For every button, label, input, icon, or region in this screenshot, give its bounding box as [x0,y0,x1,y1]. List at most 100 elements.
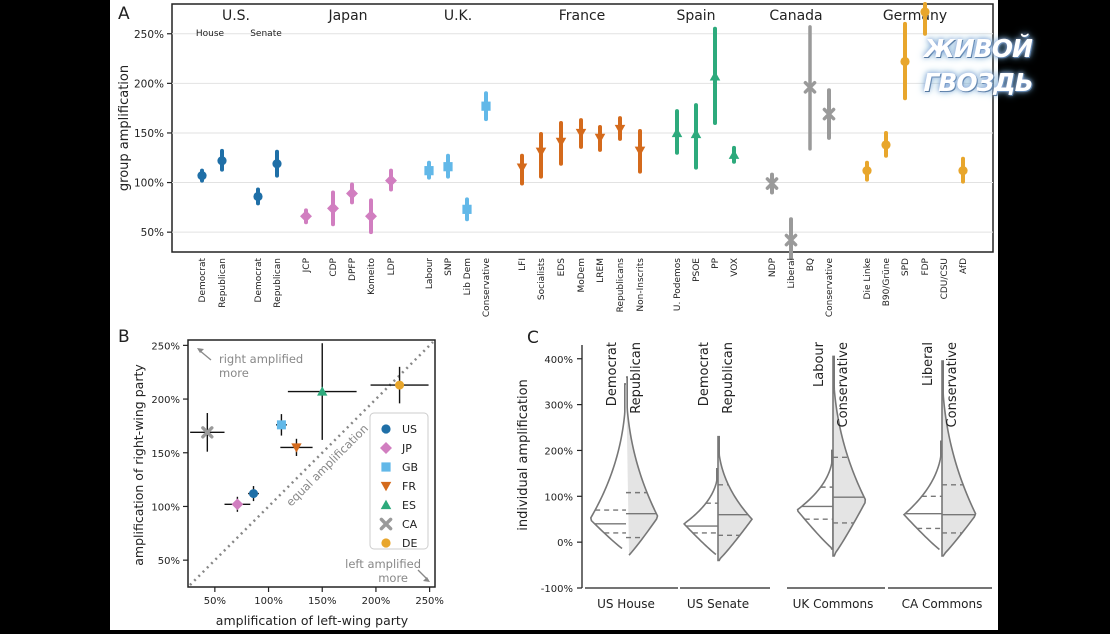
square-marker [381,462,391,472]
panel-b-marks [190,343,429,512]
triangle-down-marker [380,481,392,492]
party-label: PSOE [692,258,702,282]
data-point [481,101,491,111]
party-label: PP [711,257,721,268]
party-label: FDP [921,257,931,275]
annotation-right-amplified: right amplified more [197,348,303,380]
country-label: Canada [769,8,822,24]
violin-right-label: Conservative [945,342,960,427]
square-marker [276,420,286,430]
data-point [253,191,263,202]
party-label: CDP [329,257,339,276]
violin-group: Labour Conservative UK Commons [787,341,885,611]
party-label: Democrat [254,258,264,303]
data-point [443,162,453,172]
data-point [385,174,397,187]
y-tick-label: 0% [557,538,573,549]
y-tick-label: 200% [544,446,573,457]
triangle-down-marker [614,124,626,135]
data-point [920,7,930,17]
data-point [671,127,683,138]
watermark-line2: ГВОЗДЬ [923,68,1033,97]
x-marker [201,426,214,439]
figure-background [110,0,998,630]
x-marker [784,233,798,247]
violin-group: Democrat Republican US Senate [680,342,770,611]
data-point [276,420,286,430]
circle-marker [217,156,227,166]
data-point [958,166,968,176]
violin-right-label: Republican [721,342,736,414]
panel-c-letter: C [527,328,539,348]
panel-b-legend: US JP GB FR ES CA DE [369,412,429,550]
triangle-up-marker [671,127,683,138]
party-label: EDS [557,258,567,277]
party-label: Non-Inscrits [636,258,646,312]
x-marker [822,107,836,121]
panel-c: C individual amplification -100% 0% 100% 20… [516,328,992,611]
group-point-de [370,366,429,404]
chamber-label: Senate [250,29,282,39]
violin-right-half [941,360,977,557]
triangle-down-marker [594,133,606,144]
party-label: LDP [387,257,397,275]
legend-label: DE [402,537,417,550]
circle-marker [395,380,405,390]
party-label: Democrat [198,258,208,303]
data-point [516,163,528,173]
y-tick-label: 150% [134,128,164,140]
violin-right-label: Conservative [836,342,851,427]
y-tick-label: 400% [544,355,573,366]
party-label: Komeito [367,258,377,295]
circle-marker [272,159,282,169]
diamond-marker [327,202,339,215]
legend-marker [380,442,392,454]
y-tick-label: 300% [544,401,573,412]
country-label: U.K. [444,8,472,24]
panel-b-ticks: 50% 100% 150% 200% 250% 50% 100% 150% 200% 250% [151,341,444,607]
group-label: US Senate [687,597,749,611]
legend-label: JP [401,442,412,455]
triangle-down-marker [575,128,587,139]
circle-marker [381,538,391,548]
y-tick-label: 200% [151,395,180,406]
data-point [822,107,836,121]
party-label: Conservative [482,258,492,318]
data-point [634,146,646,157]
data-point [462,204,472,214]
panel-a-marks [197,2,968,260]
panel-a-letter: A [118,4,130,24]
data-point [614,124,626,135]
violin-left-half [683,467,718,556]
data-point [395,380,405,390]
y-tick-label: 250% [151,341,180,352]
data-point [217,156,227,166]
x-tick-label: 150% [308,596,337,607]
legend-marker [381,538,391,548]
violin-left-half [589,383,626,550]
circle-marker [862,166,872,176]
square-marker [462,204,472,214]
arrowhead-icon [423,577,430,582]
party-label: Socialists [537,258,547,300]
data-point [424,166,434,176]
circle-marker [253,191,263,202]
violin-left-label: Democrat [697,342,712,406]
circle-marker [381,424,391,434]
diamond-marker [231,498,244,511]
party-label: Lib Dem [463,258,473,295]
data-point [575,128,587,139]
violin-right-half [832,355,867,557]
panel-b-frame [187,339,436,588]
x-marker [765,177,779,190]
triangle-down-marker [535,147,547,158]
watermark-logo: ЖИВОЙ ГВОЗДЬ [918,32,1038,108]
data-point [201,426,214,439]
data-point [317,386,328,396]
group-label: CA Commons [902,597,983,611]
party-label: BQ [806,258,816,271]
party-label: CDU/CSU [940,258,950,299]
data-point [728,149,740,159]
group-point-us [248,486,259,502]
group-label: UK Commons [793,597,874,611]
